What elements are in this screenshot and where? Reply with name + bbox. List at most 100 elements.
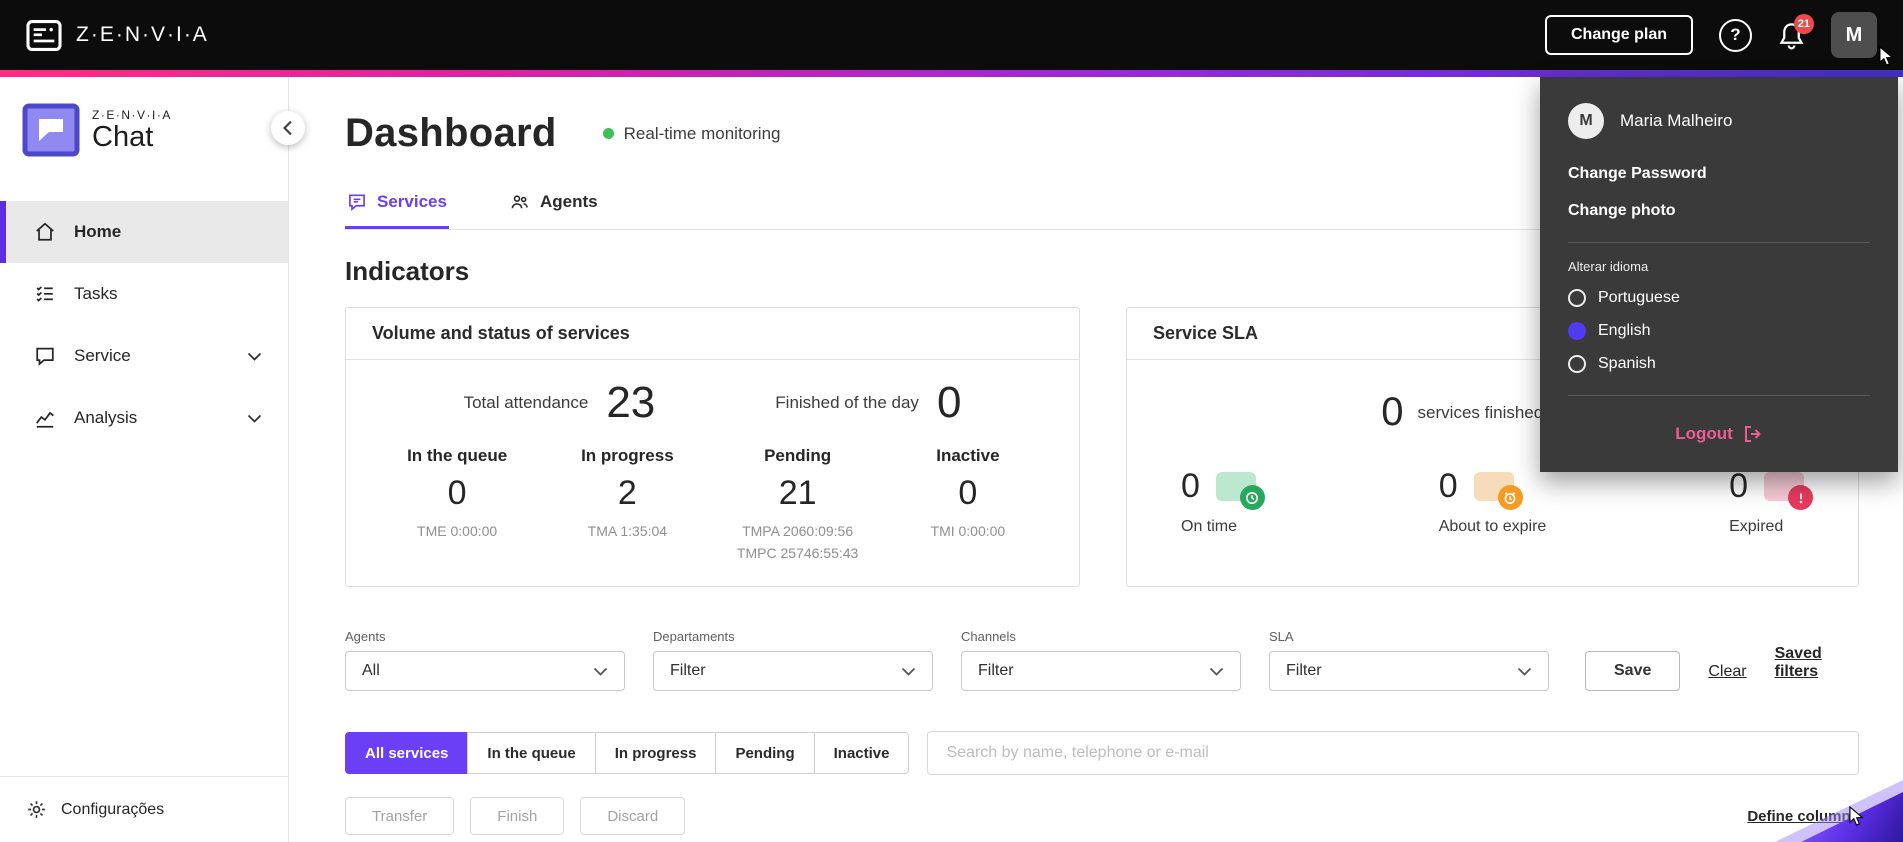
volume-stats: In the queue 0 TME 0:00:00 In progress 2… <box>372 446 1053 564</box>
stat-inactive: Inactive 0 TMI 0:00:00 <box>930 446 1006 539</box>
change-photo-item[interactable]: Change photo <box>1568 202 1676 219</box>
logout-button[interactable]: Logout <box>1568 424 1870 444</box>
sidebar-item-service[interactable]: Service <box>0 325 288 387</box>
sidebar-item-settings[interactable]: Configurações <box>0 776 288 842</box>
on-time-clock-icon <box>1215 472 1265 510</box>
finish-button[interactable]: Finish <box>470 797 565 836</box>
monitoring-status-dot <box>602 128 614 139</box>
user-menu: M Maria Malheiro Change Password Change … <box>1540 77 1898 472</box>
sla-card-body: 0 services finished on time 0 <box>1127 360 1858 558</box>
segment-all-services[interactable]: All services <box>345 732 469 775</box>
gear-icon <box>26 799 47 820</box>
menu-divider <box>1568 242 1870 243</box>
chevron-down-icon <box>247 352 262 361</box>
agents-select[interactable]: All <box>345 651 625 692</box>
sla-select[interactable]: Filter <box>1269 651 1549 692</box>
saved-filters-link[interactable]: Saved filters <box>1774 645 1822 681</box>
sidebar-item-label: Tasks <box>74 284 118 303</box>
home-icon <box>34 221 56 243</box>
zenvia-chat-logo-icon <box>22 103 80 157</box>
tab-agents[interactable]: Agents <box>507 180 600 229</box>
chevron-down-icon <box>1209 667 1224 676</box>
channels-select[interactable]: Filter <box>961 651 1241 692</box>
change-plan-button[interactable]: Change plan <box>1544 15 1693 55</box>
tasks-icon <box>34 283 56 305</box>
chevron-down-icon <box>593 667 608 676</box>
save-filter-button[interactable]: Save <box>1585 651 1681 692</box>
alarm-clock-icon <box>1473 472 1523 510</box>
radio-unselected-icon <box>1568 355 1586 373</box>
help-glyph: ? <box>1730 25 1741 44</box>
user-avatar-button[interactable]: M <box>1831 12 1877 58</box>
chat-logo-text: Z·E·N·V·I·A Chat <box>92 108 172 152</box>
radio-selected-icon <box>1568 322 1586 340</box>
volume-card: Volume and status of services Total atte… <box>345 307 1080 588</box>
tab-label: Agents <box>539 192 598 211</box>
zenvia-chat-logo: Z·E·N·V·I·A Chat <box>0 77 288 175</box>
sidebar-item-tasks[interactable]: Tasks <box>0 263 288 325</box>
search-input[interactable] <box>927 731 1859 776</box>
total-attendance-label: Total attendance <box>463 393 589 412</box>
help-button[interactable]: ? <box>1719 18 1752 52</box>
radio-unselected-icon <box>1568 289 1586 307</box>
notifications-button[interactable]: 21 <box>1778 13 1814 50</box>
page-title: Dashboard <box>345 111 557 155</box>
chevron-down-icon <box>901 667 916 676</box>
user-name: Maria Malheiro <box>1620 111 1733 130</box>
chat-logo-product: Chat <box>92 120 154 153</box>
service-filter-row: All services In the queue In progress Pe… <box>345 731 1859 776</box>
topbar: Z·E·N·V·I·A Change plan ? 21 M <box>0 0 1903 70</box>
topbar-right: Change plan ? 21 M <box>1544 12 1877 58</box>
sla-stats: 0 On time 0 <box>1153 467 1832 536</box>
chat-logo-brand: Z·E·N·V·I·A <box>92 107 172 122</box>
sidebar: Z·E·N·V·I·A Chat Home Tasks <box>0 77 305 842</box>
stat-in-progress: In progress 2 TMA 1:35:04 <box>581 446 674 539</box>
discard-button[interactable]: Discard <box>580 797 686 836</box>
language-option-portuguese[interactable]: Portuguese <box>1568 289 1870 307</box>
volume-card-title: Volume and status of services <box>346 308 1079 360</box>
segment-in-the-queue[interactable]: In the queue <box>467 732 596 775</box>
monitoring-label: Real-time monitoring <box>623 123 781 143</box>
stat-in-the-queue: In the queue 0 TME 0:00:00 <box>407 446 508 539</box>
sidebar-item-label: Home <box>74 222 122 241</box>
sla-stat-expired: 0 Expired <box>1729 467 1813 536</box>
logout-icon <box>1743 425 1763 443</box>
language-section-label: Alterar idioma <box>1568 259 1649 274</box>
sidebar-item-analysis[interactable]: Analysis <box>0 387 288 449</box>
tab-services[interactable]: Services <box>345 180 449 229</box>
sla-card-title: Service SLA <box>1127 308 1858 360</box>
chevron-down-icon <box>1517 667 1532 676</box>
finished-label: Finished of the day <box>775 393 919 412</box>
chevron-left-icon <box>283 120 293 136</box>
segment-pending[interactable]: Pending <box>715 732 815 775</box>
sla-summary-value: 0 <box>1381 390 1404 434</box>
user-menu-header: M Maria Malheiro <box>1568 103 1870 139</box>
transfer-button[interactable]: Transfer <box>345 797 455 836</box>
clear-filters-link[interactable]: Clear <box>1708 663 1747 681</box>
chevron-down-icon <box>247 414 262 423</box>
title-row: Dashboard Real-time monitoring <box>345 111 1859 156</box>
zenvia-logo-icon <box>26 19 62 51</box>
sidebar-collapse-button[interactable] <box>271 111 305 145</box>
departaments-select[interactable]: Filter <box>653 651 933 692</box>
language-option-spanish[interactable]: Spanish <box>1568 355 1870 373</box>
realtime-monitoring: Real-time monitoring <box>602 123 781 144</box>
indicators-heading: Indicators <box>345 256 470 286</box>
tab-label: Services <box>377 192 447 211</box>
segment-inactive[interactable]: Inactive <box>813 732 910 775</box>
sidebar-footer-label: Configurações <box>61 800 165 818</box>
filter-agents: Agents All <box>345 629 625 692</box>
segment-in-progress[interactable]: In progress <box>594 732 717 775</box>
finished-of-the-day: Finished of the day 0 <box>775 378 961 428</box>
sla-stat-on-time: 0 On time <box>1181 467 1265 536</box>
notification-badge: 21 <box>1793 13 1814 34</box>
finished-value: 0 <box>936 378 962 427</box>
sidebar-item-home[interactable]: Home <box>0 201 288 263</box>
change-password-item[interactable]: Change Password <box>1568 165 1707 182</box>
brand-gradient-bar <box>0 70 1903 77</box>
sidebar-menu: Home Tasks Service <box>0 201 288 449</box>
bulk-actions-row: Transfer Finish Discard Define columns <box>345 797 1859 836</box>
language-option-english[interactable]: English <box>1568 322 1870 340</box>
menu-divider <box>1568 395 1870 396</box>
sidebar-item-label: Service <box>74 346 131 365</box>
